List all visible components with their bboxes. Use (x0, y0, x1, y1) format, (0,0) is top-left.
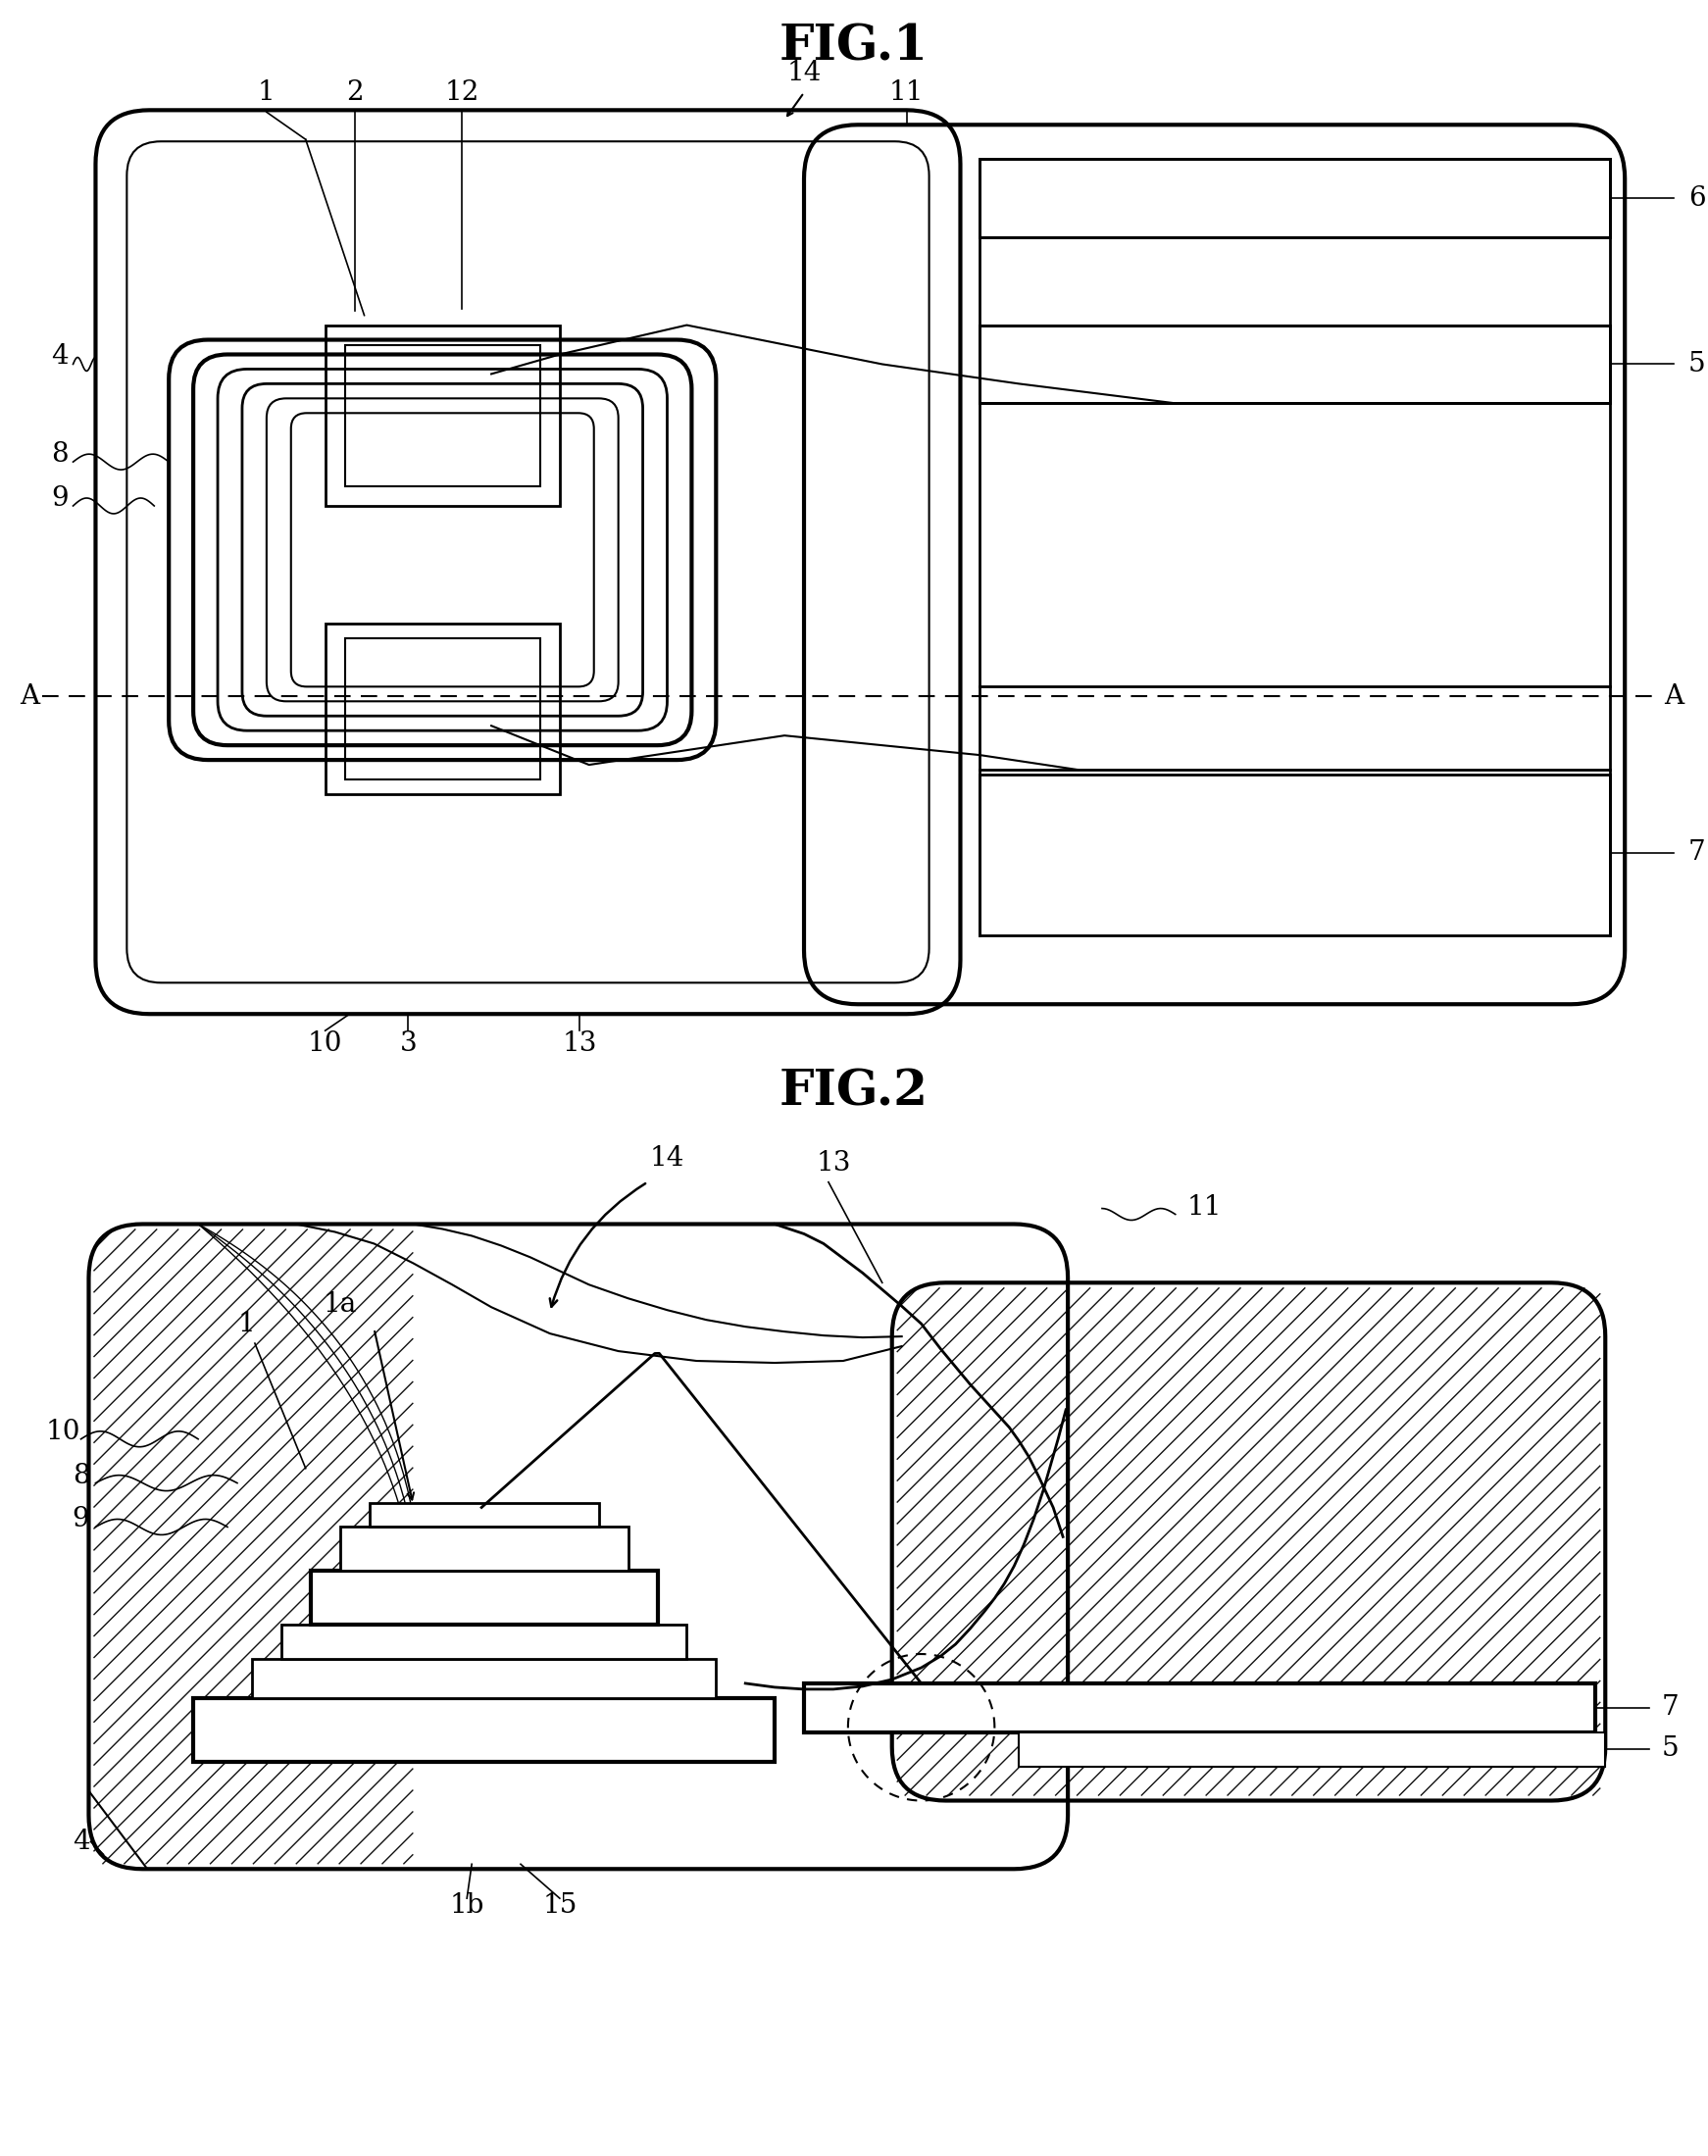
Bar (340, 1526, 629, 1572)
Bar (251, 1658, 716, 1699)
Text: 7: 7 (1689, 839, 1706, 867)
Text: 13: 13 (562, 1031, 596, 1056)
Text: 9: 9 (51, 485, 68, 511)
Bar (311, 1572, 658, 1626)
Bar (325, 326, 560, 507)
Text: 11: 11 (890, 80, 924, 106)
Text: 10: 10 (46, 1419, 80, 1445)
Text: 6: 6 (1689, 185, 1706, 211)
Text: 8: 8 (51, 442, 68, 468)
Text: 11: 11 (1187, 1194, 1221, 1220)
Text: A: A (20, 683, 39, 709)
Text: 9: 9 (72, 1507, 89, 1533)
Text: 14: 14 (787, 60, 822, 86)
Text: 4: 4 (51, 343, 68, 371)
Bar (1020, 1731, 1606, 1766)
Bar (980, 774, 1611, 936)
Bar (345, 638, 540, 780)
Text: A: A (1664, 683, 1684, 709)
Text: 5: 5 (1689, 351, 1706, 377)
Bar (980, 160, 1611, 237)
Bar (804, 1684, 1595, 1731)
Text: 15: 15 (543, 1893, 577, 1919)
Text: 14: 14 (649, 1145, 685, 1171)
Text: 4: 4 (72, 1828, 89, 1856)
Text: 8: 8 (72, 1462, 89, 1490)
Text: 1: 1 (239, 1311, 256, 1337)
Bar (325, 623, 560, 793)
Text: 1a: 1a (323, 1291, 357, 1317)
Text: 7: 7 (1662, 1695, 1679, 1720)
Bar (345, 345, 540, 487)
Bar (369, 1503, 600, 1526)
Text: 5: 5 (1662, 1736, 1679, 1761)
Text: 12: 12 (444, 80, 480, 106)
Text: FIG.1: FIG.1 (779, 22, 929, 71)
Text: 13: 13 (816, 1149, 851, 1177)
Text: 1b: 1b (449, 1893, 485, 1919)
Text: 10: 10 (307, 1031, 343, 1056)
Text: 3: 3 (400, 1031, 417, 1056)
Text: 2: 2 (345, 80, 364, 106)
Text: FIG.2: FIG.2 (779, 1067, 929, 1117)
Text: 1: 1 (258, 80, 275, 106)
Bar (193, 1699, 775, 1761)
Bar (282, 1626, 687, 1658)
Bar (980, 326, 1611, 403)
